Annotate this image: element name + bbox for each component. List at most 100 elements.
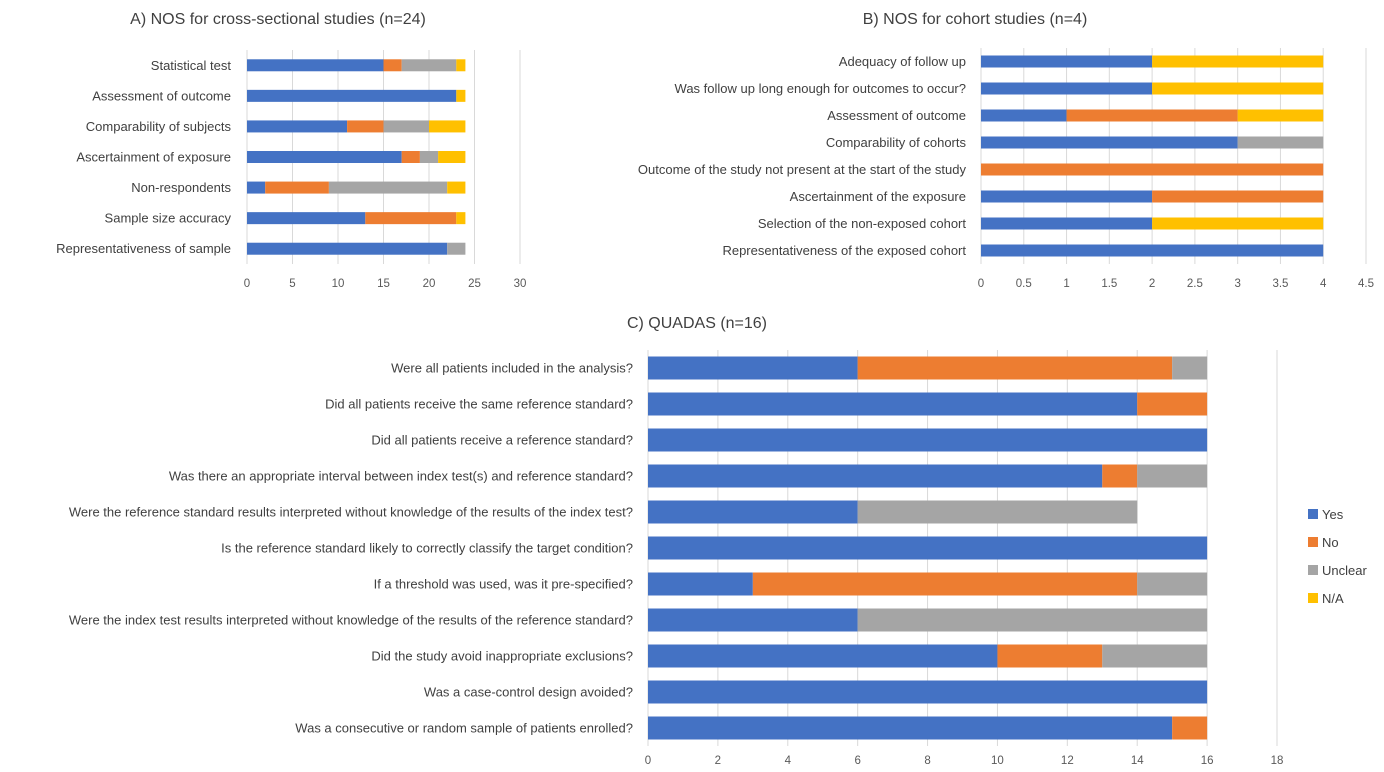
chart-c-bar-yes [648, 572, 753, 596]
chart-a-category-label: Ascertainment of exposure [76, 150, 231, 165]
chart-c-category-label: Was a consecutive or random sample of pa… [295, 721, 633, 736]
chart-b-category-label: Outcome of the study not present at the … [638, 162, 967, 177]
chart-a-category-label: Non-respondents [131, 180, 231, 195]
chart-a-bar-na [429, 120, 466, 133]
legend-label-no: No [1322, 535, 1339, 550]
legend-label-unclear: Unclear [1322, 563, 1367, 578]
chart-b-bar-na [1152, 82, 1324, 95]
chart-c-tick-label: 8 [924, 755, 930, 767]
chart-b-category-label: Selection of the non-exposed cohort [758, 216, 967, 231]
chart-a-bar-yes [247, 151, 402, 163]
legend-swatch-na [1308, 593, 1318, 603]
chart-a-bar-unclear [328, 181, 448, 194]
chart-a-bar-yes [247, 212, 366, 225]
chart-b-bar-no [981, 163, 1324, 176]
chart-a-bar-unclear [447, 242, 466, 255]
chart-a-category-label: Statistical test [151, 58, 232, 73]
chart-c-bar-yes [648, 500, 858, 524]
chart-b-category-label: Comparability of cohorts [826, 135, 967, 150]
chart-a-bar-na [447, 181, 466, 194]
chart-c-title: C) QUADAS (n=16) [627, 315, 767, 332]
chart-a-category-label: Sample size accuracy [105, 211, 232, 226]
chart-a-tick-label: 10 [332, 278, 345, 290]
chart-c-bar-yes [648, 356, 858, 380]
chart-a-bar-unclear [383, 120, 429, 133]
chart-b-tick-label: 2 [1149, 278, 1155, 290]
chart-b-bar-unclear [1237, 136, 1324, 149]
chart-a-bar-no [401, 151, 420, 163]
chart-c-tick-label: 6 [854, 755, 860, 767]
chart-a-bar-no [365, 212, 457, 225]
chart-b-bar-na [1152, 217, 1324, 230]
chart-c-bar-yes [648, 464, 1103, 488]
chart-b-tick-label: 0.5 [1016, 278, 1032, 290]
chart-b-tick-label: 3.5 [1272, 278, 1288, 290]
chart-c-bar-unclear [1102, 644, 1208, 668]
chart-c-bar-yes [648, 392, 1138, 416]
chart-a-bar-unclear [419, 151, 439, 163]
legend-swatch-unclear [1308, 565, 1318, 575]
chart-c-bar-unclear [1172, 356, 1208, 380]
chart-c-category-label: Did the study avoid inappropriate exclus… [371, 649, 633, 664]
chart-b-bar-yes [981, 244, 1324, 257]
chart-a-bar-no [347, 120, 384, 133]
chart-c-bar-yes [648, 716, 1173, 740]
chart-a-title: A) NOS for cross-sectional studies (n=24… [130, 11, 426, 28]
chart-b-category-label: Representativeness of the exposed cohort [722, 243, 966, 258]
chart-c-tick-label: 16 [1201, 755, 1214, 767]
chart-b-tick-label: 3 [1234, 278, 1240, 290]
chart-a-bar-yes [247, 181, 266, 194]
chart-b-tick-label: 0 [978, 278, 984, 290]
chart-c-category-label: If a threshold was used, was it pre-spec… [374, 577, 633, 592]
chart-c-category-label: Was there an appropriate interval betwee… [169, 469, 633, 484]
chart-a-bar-na [456, 212, 466, 225]
chart-a: A) NOS for cross-sectional studies (n=24… [56, 11, 526, 290]
chart-c-bar-unclear [1137, 572, 1208, 596]
legend-label-yes: Yes [1322, 507, 1344, 522]
chart-b-category-label: Was follow up long enough for outcomes t… [675, 81, 966, 96]
chart-c-bar-no [752, 572, 1138, 596]
chart-a-category-label: Assessment of outcome [92, 88, 231, 103]
chart-c-bar-yes [648, 644, 998, 668]
chart-c-category-label: Were all patients included in the analys… [391, 361, 633, 376]
chart-a-bar-yes [247, 59, 384, 72]
chart-c-bar-yes [648, 536, 1208, 560]
chart-b-bar-na [1237, 109, 1324, 122]
chart-c-tick-label: 12 [1061, 755, 1074, 767]
chart-a-tick-label: 0 [244, 278, 250, 290]
chart-a-bar-no [265, 181, 329, 194]
legend-label-na: N/A [1322, 591, 1344, 606]
chart-a-bar-na [456, 59, 466, 72]
chart-b-tick-label: 1 [1063, 278, 1069, 290]
chart-c-category-label: Did all patients receive a reference sta… [371, 433, 633, 448]
chart-c-bar-no [997, 644, 1103, 668]
chart-b-plot: 0 0.5 1 1.5 2 2.5 3 3.5 4 4.5 Adequacy of follow u… [638, 48, 1374, 290]
chart-a-tick-label: 30 [514, 278, 527, 290]
chart-a-tick-label: 25 [468, 278, 481, 290]
chart-b-category-label: Adequacy of follow up [839, 54, 966, 69]
chart-c-category-label: Is the reference standard likely to corr… [221, 541, 633, 556]
chart-c-bar-unclear [1137, 464, 1208, 488]
chart-b-bar-no [1066, 109, 1238, 122]
legend: Yes No Unclear N/A [1308, 507, 1367, 606]
chart-a-bar-na [456, 89, 466, 102]
chart-a-bar-na [438, 151, 466, 163]
chart-c-category-label: Did all patients receive the same refere… [325, 397, 633, 412]
chart-c-plot: 0 2 4 6 8 10 12 14 16 18 Were all patients include… [69, 350, 1283, 767]
chart-b-bar-yes [981, 82, 1153, 95]
chart-b-category-label: Ascertainment of the exposure [790, 189, 966, 204]
chart-a-category-label: Comparability of subjects [86, 119, 232, 134]
chart-c-bar-yes [648, 428, 1208, 452]
chart-b-bar-yes [981, 136, 1238, 149]
chart-c-tick-label: 2 [715, 755, 721, 767]
chart-c-tick-label: 0 [645, 755, 651, 767]
chart-c-tick-label: 14 [1131, 755, 1144, 767]
chart-b-bar-yes [981, 190, 1153, 203]
chart-c-bar-no [1172, 716, 1208, 740]
chart-a-bar-unclear [401, 59, 457, 72]
chart-c-bar-no [857, 356, 1173, 380]
chart-c-tick-label: 10 [991, 755, 1004, 767]
chart-c-bar-unclear [857, 608, 1208, 632]
chart-c-bar-no [1137, 392, 1208, 416]
